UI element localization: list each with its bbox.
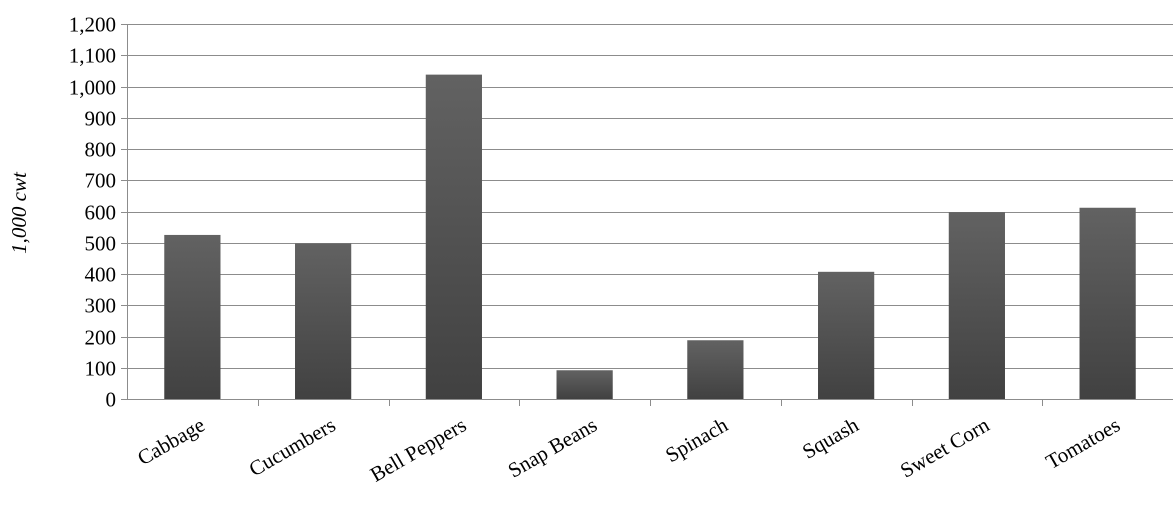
y-tick-label: 500: [85, 232, 117, 256]
y-tick-label: 900: [85, 107, 117, 131]
x-category-label: Snap Beans: [504, 413, 601, 483]
x-category-label: Bell Peppers: [366, 413, 470, 487]
x-category-label: Sweet Corn: [896, 412, 994, 482]
bar-cabbage: [164, 234, 221, 399]
y-tick-label: 1,000: [69, 76, 116, 100]
axes: [121, 24, 1173, 406]
bars: [164, 74, 1136, 399]
bar-snap-beans: [556, 370, 613, 399]
x-category-label: Spinach: [661, 412, 732, 467]
y-tick-label: 100: [85, 357, 117, 381]
y-tick-label: 1,200: [69, 13, 116, 37]
y-axis-label: 1,000 cwt: [7, 171, 31, 254]
gridlines: [127, 24, 1173, 369]
bar-squash: [818, 271, 875, 399]
y-tick-label: 600: [85, 201, 117, 225]
x-category-label: Cucumbers: [245, 413, 340, 482]
y-tick-label: 0: [106, 388, 117, 412]
bar-spinach: [687, 340, 744, 399]
bar-bell-peppers: [425, 74, 482, 399]
bar-cucumbers: [295, 243, 352, 399]
x-category-label: Tomatoes: [1042, 413, 1124, 474]
y-tick-label: 300: [85, 294, 117, 318]
bar-sweet-corn: [948, 212, 1005, 399]
y-tick-label: 800: [85, 138, 117, 162]
y-tick-label: 200: [85, 326, 117, 350]
bar-tomatoes: [1079, 207, 1136, 399]
x-category-label: Squash: [798, 412, 863, 463]
y-tick-label: 400: [85, 263, 117, 287]
y-tick-label: 1,100: [69, 44, 116, 68]
x-category-label: Cabbage: [133, 413, 209, 471]
y-tick-label: 700: [85, 169, 117, 193]
